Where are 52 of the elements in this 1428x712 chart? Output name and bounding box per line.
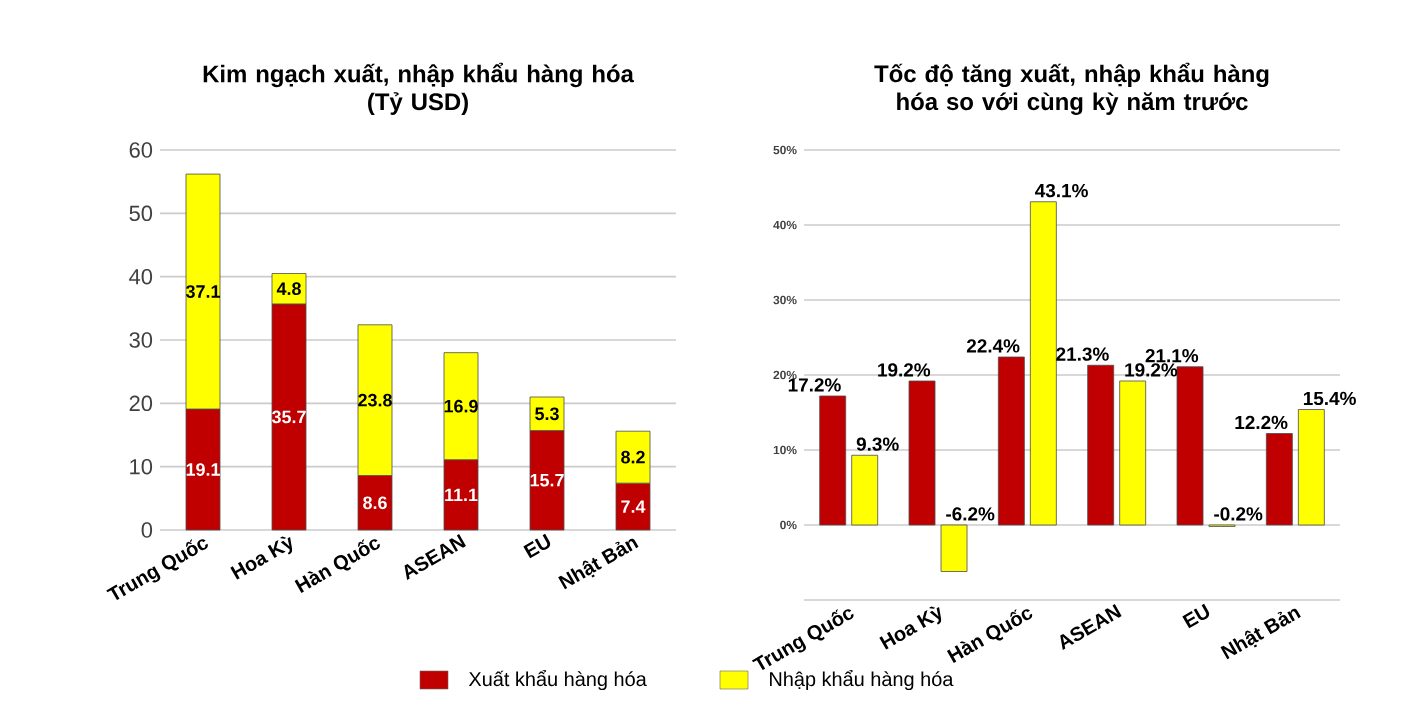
legend-label: Nhập khẩu hàng hóa — [770, 669, 954, 691]
data-label: 37.1 — [185, 285, 220, 298]
data-label: -0.2% — [1214, 507, 1263, 521]
data-label: 12.2% — [1235, 415, 1288, 430]
y-tick-label: 40 — [129, 268, 153, 285]
y-tick-label: 0 — [141, 522, 153, 538]
bar — [1119, 380, 1147, 526]
y-tick-label: 60 — [129, 142, 153, 158]
x-tick-label: Nhật Bản — [558, 538, 639, 590]
data-label: 4.8 — [276, 282, 301, 296]
bar — [851, 454, 879, 526]
data-label: 8.6 — [363, 496, 387, 510]
bar — [1297, 409, 1325, 526]
x-tick-label: EU — [523, 533, 551, 559]
bar — [908, 380, 936, 526]
data-label: 15.7 — [530, 474, 564, 487]
data-label: 16.9 — [444, 399, 478, 413]
data-label: 7.4 — [621, 500, 646, 513]
y-tick-label: 30 — [129, 332, 153, 348]
x-tick-label: Hoa Kỳ — [879, 606, 942, 650]
bar — [1087, 364, 1115, 526]
data-label: 43.1% — [1035, 183, 1088, 198]
chart-title: Kim ngạch xuất, nhập khẩu hàng hóa — [203, 62, 635, 88]
bar — [819, 395, 847, 526]
bar — [1176, 366, 1204, 526]
y-tick-label: 20 — [129, 395, 153, 412]
data-label: 22.4% — [966, 339, 1020, 353]
data-label: -6.2% — [946, 507, 995, 521]
data-label: 35.7 — [271, 410, 306, 424]
bar — [1029, 201, 1057, 526]
data-label: 19.1 — [186, 463, 220, 476]
data-label: 21.1% — [1145, 348, 1199, 363]
data-label: 8.2 — [621, 450, 645, 464]
data-label: 9.3% — [856, 437, 899, 451]
data-label: 5.3 — [535, 407, 559, 421]
data-label: 15.4% — [1303, 391, 1356, 406]
x-tick-label: EU — [1182, 603, 1210, 629]
x-tick-label: Hàn Quốc — [294, 539, 380, 593]
data-label: 11.1 — [445, 488, 478, 502]
y-tick-label: 50 — [129, 205, 153, 222]
bar — [1265, 433, 1293, 526]
x-tick-label: Hoa Kỳ — [230, 536, 293, 580]
bar — [997, 356, 1025, 526]
chart-title: Tốc độ tăng xuất, nhập khẩu hàng hóa so với cùng kỳ năm trước — [874, 62, 1269, 115]
data-label: 17.2% — [788, 378, 841, 392]
y-tick-label: 10 — [130, 458, 153, 475]
data-label: 23.8 — [358, 393, 392, 407]
data-label: 19.2% — [878, 363, 931, 377]
bar — [940, 524, 968, 572]
legend-label: Xuất khẩu hàng hóa — [468, 669, 647, 691]
x-tick-label: Hàn Quốc — [946, 609, 1033, 663]
chart-subtitle: (Tỷ USD) — [368, 92, 468, 116]
